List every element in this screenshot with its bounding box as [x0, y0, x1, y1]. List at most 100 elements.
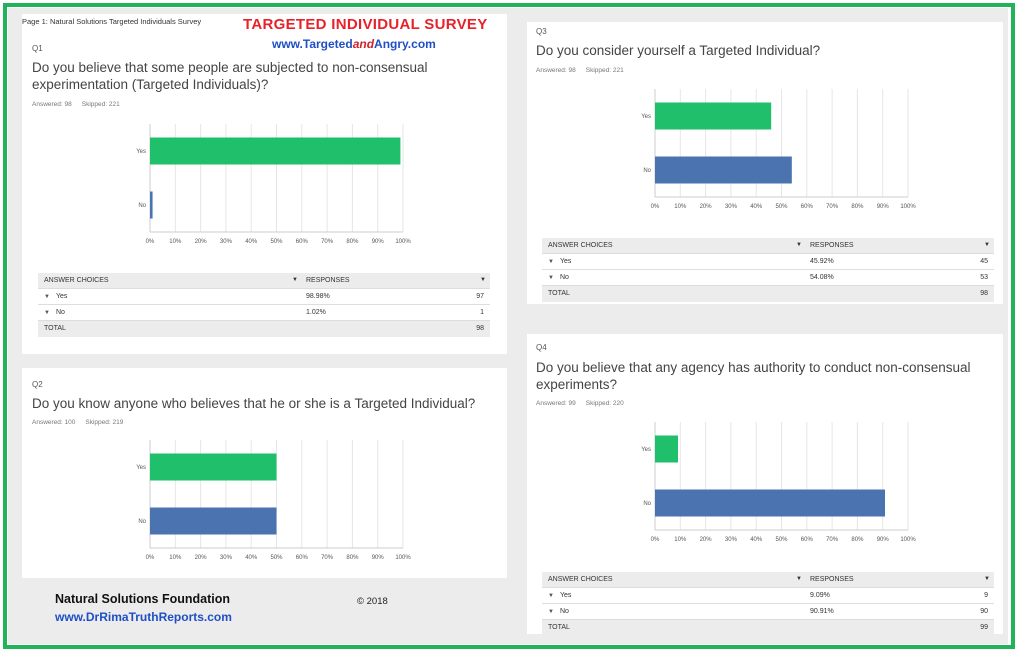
q3-bar-chart: 0% 10% 20% 30% 40% 50% 60% 70% 80% 90% 100% Yes No — [641, 89, 916, 210]
response-count: 1 — [480, 309, 484, 316]
bar-no — [150, 191, 153, 219]
x-tick-label: 70% — [826, 204, 839, 210]
x-tick-label: 30% — [725, 204, 738, 210]
response-count: 9 — [984, 592, 988, 599]
bar-yes — [655, 102, 772, 130]
x-tick-label: 100% — [900, 204, 916, 210]
x-tick-label: 20% — [700, 204, 713, 210]
q2-number: Q2 — [32, 380, 43, 389]
response-percent: 9.09% — [810, 592, 830, 599]
header-responses: RESPONSES — [810, 576, 854, 583]
q3-question: Do you consider yourself a Targeted Indi… — [536, 43, 821, 58]
sort-responses-icon[interactable]: ▼ — [984, 242, 990, 248]
chevron-down-icon[interactable]: ▼ — [44, 294, 50, 300]
x-tick-label: 30% — [220, 555, 233, 561]
category-label: Yes — [641, 447, 651, 453]
x-tick-label: 90% — [877, 204, 890, 210]
response-percent: 1.02% — [306, 309, 326, 316]
footer-copyright: © 2018 — [357, 596, 388, 607]
x-tick-label: 40% — [750, 537, 763, 543]
q4-bar-chart: 0% 10% 20% 30% 40% 50% 60% 70% 80% 90% 100% Yes No — [641, 422, 916, 543]
x-tick-label: 50% — [775, 537, 788, 543]
table-total-row: TOTAL 98 — [38, 321, 490, 337]
x-tick-label: 60% — [296, 239, 309, 245]
q3-number: Q3 — [536, 27, 547, 36]
x-tick-label: 100% — [395, 555, 411, 561]
q1-meta: Answered: 98 Skipped: 221 — [32, 101, 120, 108]
q4-number: Q4 — [536, 343, 547, 352]
total-label: TOTAL — [44, 325, 66, 332]
chevron-down-icon[interactable]: ▼ — [548, 275, 554, 281]
x-tick-label: 50% — [270, 239, 283, 245]
response-percent: 98.98% — [306, 293, 330, 300]
category-label: No — [138, 203, 146, 209]
table-row: ▼ Yes 9.09% 9 — [542, 588, 994, 604]
chevron-down-icon[interactable]: ▼ — [548, 259, 554, 265]
table-row: ▼ Yes 98.98% 97 — [38, 289, 490, 305]
x-tick-label: 70% — [321, 239, 334, 245]
q2-meta: Answered: 100 Skipped: 219 — [32, 419, 124, 426]
response-percent: 90.91% — [810, 608, 834, 615]
x-tick-label: 50% — [775, 204, 788, 210]
x-tick-label: 40% — [245, 239, 258, 245]
bar-yes — [655, 435, 678, 463]
q4-meta: Answered: 99 Skipped: 220 — [536, 400, 624, 407]
chevron-down-icon[interactable]: ▼ — [548, 609, 554, 615]
q1-question: Do you believe that some people are subj… — [32, 60, 428, 92]
x-tick-label: 90% — [372, 239, 385, 245]
x-tick-label: 90% — [877, 537, 890, 543]
x-tick-label: 10% — [674, 204, 687, 210]
sort-responses-icon[interactable]: ▼ — [984, 576, 990, 582]
page-label: Page 1: Natural Solutions Targeted Indiv… — [22, 17, 202, 26]
bar-yes — [150, 137, 401, 165]
x-tick-label: 70% — [826, 537, 839, 543]
answer-choice-label: ▼ Yes — [44, 293, 68, 300]
x-tick-label: 0% — [651, 537, 660, 543]
q1-bar-chart: 0% 10% 20% 30% 40% 50% 60% 70% 80% 90% 100% Yes No — [136, 124, 411, 245]
q2-bar-chart: 0% 10% 20% 30% 40% 50% 60% 70% 80% 90% 100% Yes No — [136, 440, 411, 561]
table-header-row: ANSWER CHOICES ▼ RESPONSES ▼ — [542, 572, 994, 588]
x-tick-label: 20% — [195, 239, 208, 245]
banner-site[interactable]: www.TargetedandAngry.com — [272, 37, 436, 51]
x-tick-label: 10% — [674, 537, 687, 543]
q4-question: Do you believe that any agency has autho… — [536, 360, 971, 392]
q3-answer-table: ANSWER CHOICES ▼ RESPONSES ▼ ▼ Yes 45.92% 45 ▼ No… — [542, 238, 994, 302]
x-tick-label: 70% — [321, 555, 334, 561]
table-row: ▼ No 90.91% 90 — [542, 604, 994, 620]
chevron-down-icon[interactable]: ▼ — [44, 310, 50, 316]
q1-answer-table: ANSWER CHOICES ▼ RESPONSES ▼ ▼ Yes 98.98% 97 ▼ No… — [38, 273, 490, 337]
x-tick-label: 80% — [851, 537, 864, 543]
table-row: ▼ No 1.02% 1 — [38, 305, 490, 321]
sort-choices-icon[interactable]: ▼ — [796, 576, 802, 582]
sort-responses-icon[interactable]: ▼ — [480, 277, 486, 283]
header-answer-choices: ANSWER CHOICES — [44, 277, 109, 284]
banner-title: TARGETED INDIVIDUAL SURVEY — [243, 16, 488, 33]
response-count: 97 — [476, 293, 484, 300]
q4-answer-table: ANSWER CHOICES ▼ RESPONSES ▼ ▼ Yes 9.09% 9 ▼ No 90… — [542, 572, 994, 636]
x-tick-label: 60% — [801, 204, 814, 210]
bar-no — [655, 489, 886, 517]
chevron-down-icon[interactable]: ▼ — [548, 593, 554, 599]
response-percent: 45.92% — [810, 258, 834, 265]
answer-choice-label: ▼ No — [44, 309, 65, 316]
table-header-row: ANSWER CHOICES ▼ RESPONSES ▼ — [38, 273, 490, 289]
x-tick-label: 0% — [146, 239, 155, 245]
sort-choices-icon[interactable]: ▼ — [292, 277, 298, 283]
category-label: No — [643, 168, 651, 174]
table-total-row: TOTAL 99 — [542, 620, 994, 636]
category-label: No — [643, 501, 651, 507]
response-count: 53 — [980, 274, 988, 281]
x-tick-label: 100% — [395, 239, 411, 245]
total-count: 98 — [980, 290, 988, 297]
x-tick-label: 80% — [851, 204, 864, 210]
x-tick-label: 80% — [346, 239, 359, 245]
footer-org: Natural Solutions Foundation — [55, 592, 230, 606]
bar-yes — [150, 453, 277, 481]
sort-choices-icon[interactable]: ▼ — [796, 242, 802, 248]
footer-site-link[interactable]: www.DrRimaTruthReports.com — [55, 610, 232, 624]
total-label: TOTAL — [548, 624, 570, 631]
x-tick-label: 90% — [372, 555, 385, 561]
table-header-row: ANSWER CHOICES ▼ RESPONSES ▼ — [542, 238, 994, 254]
answer-choice-label: ▼ Yes — [548, 592, 572, 599]
table-row: ▼ Yes 45.92% 45 — [542, 254, 994, 270]
